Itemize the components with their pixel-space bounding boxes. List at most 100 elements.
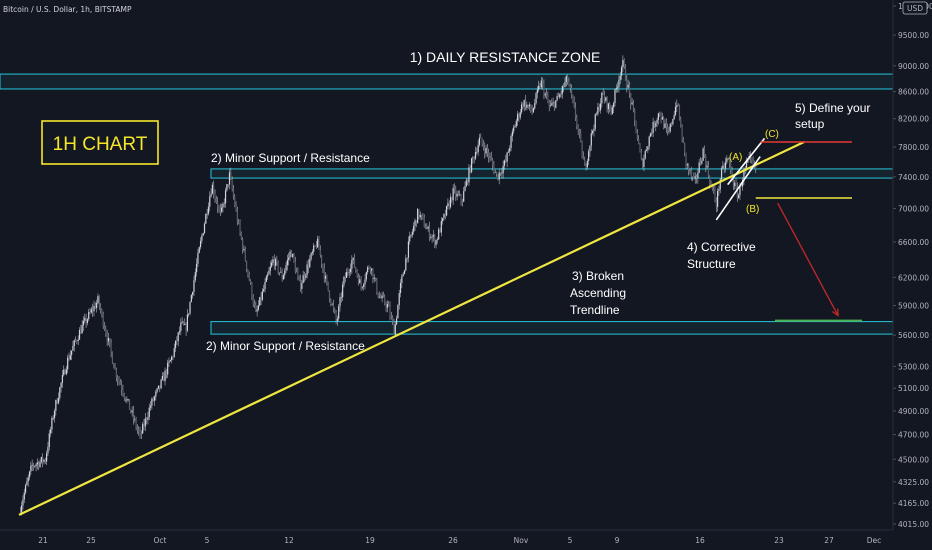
overlays-layer [18, 137, 862, 516]
candle [503, 159, 506, 171]
candle [222, 202, 224, 213]
candle [114, 362, 116, 370]
candle [165, 368, 167, 379]
candle-body [352, 257, 354, 260]
candle [223, 198, 225, 208]
candle [361, 286, 363, 290]
candle-body [660, 114, 662, 120]
candle [386, 300, 388, 313]
candle-body [467, 180, 469, 183]
candle [214, 189, 216, 203]
candle [289, 249, 291, 262]
candle-body [451, 197, 453, 201]
candle [559, 93, 561, 100]
candle [61, 369, 64, 388]
candle [360, 276, 362, 291]
currency-badge[interactable]: USD [907, 4, 923, 13]
candle [664, 119, 666, 129]
price-axis[interactable]: 10000.009500.009000.008600.008200.007800… [892, 0, 932, 550]
candle [194, 268, 196, 283]
candle [594, 113, 596, 132]
candle [301, 280, 303, 294]
candle-body [340, 297, 342, 298]
candle [161, 371, 164, 381]
candle [524, 94, 527, 111]
candle [189, 301, 191, 316]
candle-body [102, 313, 104, 326]
candle [488, 148, 490, 163]
candle [580, 128, 582, 143]
candle-body [657, 113, 660, 120]
candle [543, 79, 545, 100]
candle [264, 278, 266, 293]
candle [32, 462, 35, 472]
candle-body [655, 123, 657, 127]
candle [595, 111, 598, 116]
candle-body [140, 433, 142, 434]
candle-body [44, 459, 46, 462]
candle-body [231, 178, 233, 190]
candle-body [299, 280, 302, 289]
candle-body [398, 293, 400, 305]
candle-body [105, 329, 107, 335]
symbol-legend[interactable]: Bitcoin / U.S. Dollar, 1h, BITSTAMP [3, 5, 132, 14]
candle-body [184, 323, 186, 325]
candle-body [468, 167, 470, 183]
candle-body [644, 150, 646, 159]
candle-body [572, 95, 574, 101]
candle-body [293, 254, 295, 262]
candle-body [34, 466, 36, 467]
candle [506, 151, 508, 168]
candle [92, 303, 94, 317]
candle [149, 400, 152, 411]
candle-body [434, 235, 436, 246]
candle [459, 190, 461, 197]
candle [347, 267, 349, 276]
candle [286, 254, 288, 271]
candle-body [481, 137, 483, 144]
candle-body [424, 227, 427, 229]
candle-body [132, 410, 135, 420]
candle-body [735, 182, 737, 187]
candle-body [664, 123, 666, 128]
candle-body [139, 431, 141, 434]
candle [334, 307, 336, 314]
candle-body [318, 238, 320, 250]
candle-body [267, 274, 269, 277]
candle-body [251, 283, 253, 298]
candle [274, 257, 277, 271]
candle-body [115, 368, 117, 378]
candle-body [569, 85, 571, 89]
candle [510, 133, 512, 152]
candle-body [739, 185, 741, 195]
candle [65, 365, 67, 376]
candle [144, 413, 146, 431]
candle-body [252, 297, 254, 304]
time-tick-label: 9 [615, 536, 620, 545]
candle-body [530, 104, 532, 111]
candle-body [22, 499, 24, 506]
candle [338, 304, 340, 321]
candle-body [428, 226, 431, 238]
candle-body [263, 289, 265, 292]
candle [489, 152, 491, 162]
candle [670, 121, 673, 128]
candle-body [681, 126, 683, 140]
candle [448, 200, 450, 210]
candle-body [210, 193, 212, 197]
time-axis[interactable]: 21 25 Oct 5 12 19 26 Nov 5 9 16 23 27 Dec [0, 529, 893, 545]
candle-body [331, 304, 333, 305]
candle-body [594, 114, 596, 129]
candle-body [52, 418, 54, 419]
candle [726, 155, 728, 165]
candle [52, 414, 54, 421]
candle [699, 157, 702, 166]
candle-body [674, 106, 677, 115]
candle-body [196, 263, 198, 273]
candle-body [440, 221, 442, 233]
candle-body [372, 268, 374, 280]
candle [105, 325, 107, 337]
candle-body [631, 102, 633, 105]
candle [492, 157, 494, 171]
